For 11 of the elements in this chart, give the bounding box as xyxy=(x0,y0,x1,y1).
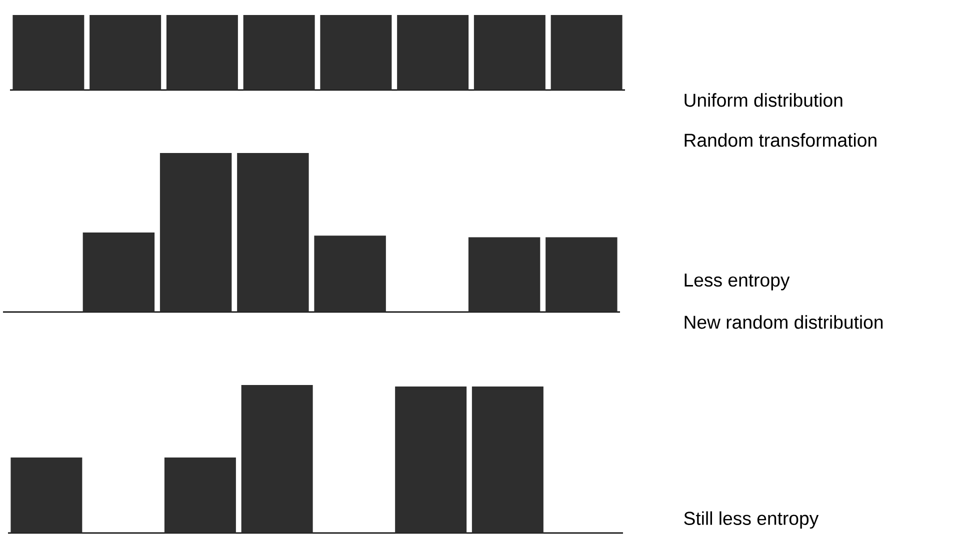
text: Still less entropy xyxy=(684,511,819,529)
bar xyxy=(82,232,155,312)
text: Uniform distribution xyxy=(684,93,842,107)
text: New random distribution xyxy=(684,315,883,329)
bar xyxy=(468,237,540,312)
bar xyxy=(314,236,386,312)
bar xyxy=(546,237,618,312)
text: Random transformation xyxy=(684,133,876,147)
bar xyxy=(160,152,232,312)
bar xyxy=(237,152,309,312)
text: Less entropy xyxy=(684,274,790,290)
